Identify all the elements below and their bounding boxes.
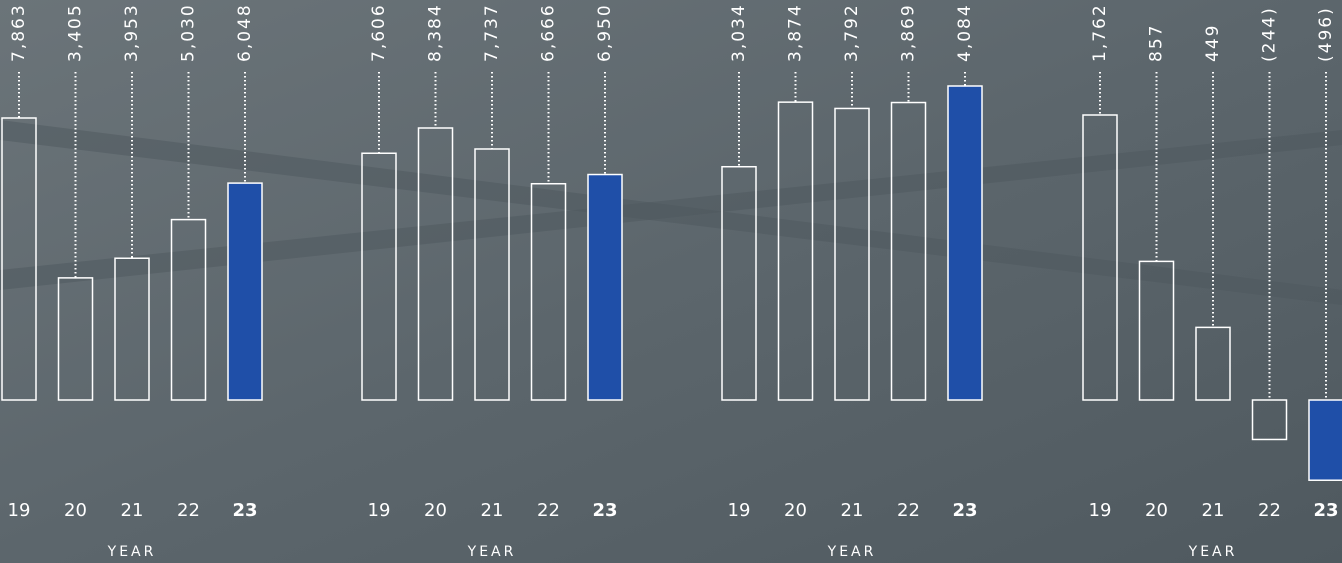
x-tick-label: 19	[368, 500, 391, 521]
value-label: 449	[1203, 24, 1223, 62]
value-label: 8,384	[426, 3, 446, 62]
x-tick-label: 22	[177, 500, 200, 521]
page: 7,863 19 3,405 20 3,953 21 5,030 22 6,048 23 YEAR 7…	[0, 0, 1342, 563]
x-tick-label: 21	[841, 500, 864, 521]
value-label: 4,084	[955, 3, 975, 62]
x-tick-label: 21	[1202, 500, 1225, 521]
x-tick-label: 22	[897, 500, 920, 521]
bar	[228, 183, 262, 400]
x-tick-label: 23	[952, 500, 977, 521]
x-tick-label: 19	[1089, 500, 1112, 521]
value-label: 6,950	[595, 3, 615, 62]
value-label: (244)	[1260, 6, 1280, 62]
x-axis-label: YEAR	[467, 544, 517, 560]
value-label: 7,606	[369, 3, 389, 62]
x-tick-label: 21	[121, 500, 144, 521]
value-label: 6,048	[235, 3, 255, 62]
x-tick-label: 20	[424, 500, 447, 521]
x-tick-label: 19	[728, 500, 751, 521]
x-tick-label: 21	[481, 500, 504, 521]
x-axis-label: YEAR	[827, 544, 877, 560]
x-tick-label: 19	[8, 500, 31, 521]
x-tick-label: 22	[537, 500, 560, 521]
x-tick-label: 22	[1258, 500, 1281, 521]
value-label: 3,034	[729, 3, 749, 62]
value-label: 3,874	[786, 3, 806, 62]
x-axis-label: YEAR	[107, 544, 157, 560]
bar	[588, 175, 622, 400]
value-label: 7,737	[482, 3, 502, 62]
value-label: 3,869	[899, 3, 919, 62]
value-label: 6,666	[539, 3, 559, 62]
x-tick-label: 23	[1313, 500, 1338, 521]
value-label: 5,030	[179, 3, 199, 62]
value-label: 1,762	[1090, 3, 1110, 62]
bar	[948, 86, 982, 400]
value-label: (496)	[1316, 6, 1336, 62]
x-tick-label: 20	[1145, 500, 1168, 521]
x-tick-label: 20	[64, 500, 87, 521]
value-label: 857	[1147, 24, 1167, 62]
x-tick-label: 23	[232, 500, 257, 521]
background	[0, 0, 1342, 563]
bar	[1309, 400, 1342, 480]
value-label: 3,953	[122, 3, 142, 62]
x-tick-label: 20	[784, 500, 807, 521]
x-tick-label: 23	[592, 500, 617, 521]
x-axis-label: YEAR	[1188, 544, 1238, 560]
value-label: 3,405	[66, 3, 86, 62]
value-label: 3,792	[842, 3, 862, 62]
value-label: 7,863	[9, 3, 29, 62]
chart-panel: 7,863 19 3,405 20 3,953 21 5,030 22 6,048 23 YEAR 7…	[0, 0, 1342, 563]
